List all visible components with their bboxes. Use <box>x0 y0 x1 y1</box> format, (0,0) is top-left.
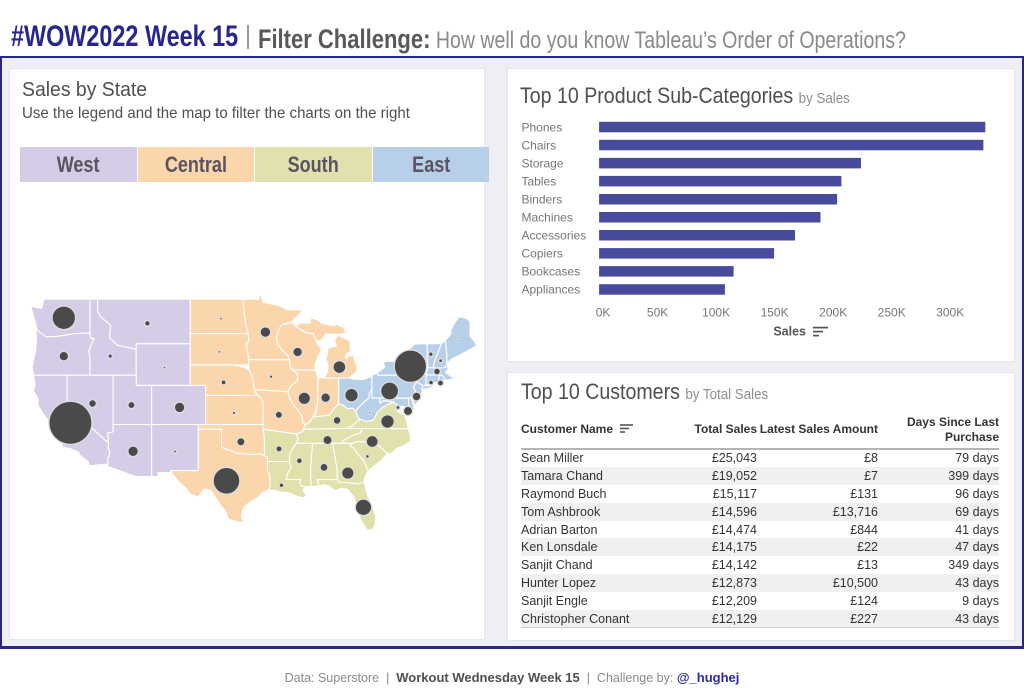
svg-text:Storage: Storage <box>522 156 564 170</box>
svg-text:0K: 0K <box>596 306 611 320</box>
svg-text:Tables: Tables <box>522 174 557 188</box>
svg-text:250K: 250K <box>878 306 906 320</box>
svg-text:Sales: Sales <box>773 325 806 339</box>
svg-text:300K: 300K <box>936 306 964 320</box>
svg-text:100K: 100K <box>702 306 730 320</box>
svg-text:Chairs: Chairs <box>522 138 557 152</box>
svg-text:50K: 50K <box>647 306 668 320</box>
svg-text:Copiers: Copiers <box>522 247 563 261</box>
svg-text:150K: 150K <box>761 306 789 320</box>
svg-text:Bookcases: Bookcases <box>522 265 581 279</box>
svg-text:Accessories: Accessories <box>522 229 587 243</box>
svg-text:Phones: Phones <box>522 120 563 134</box>
svg-text:Binders: Binders <box>522 193 563 207</box>
svg-text:200K: 200K <box>819 306 847 320</box>
svg-text:Machines: Machines <box>522 211 573 225</box>
svg-text:Appliances: Appliances <box>522 283 581 297</box>
